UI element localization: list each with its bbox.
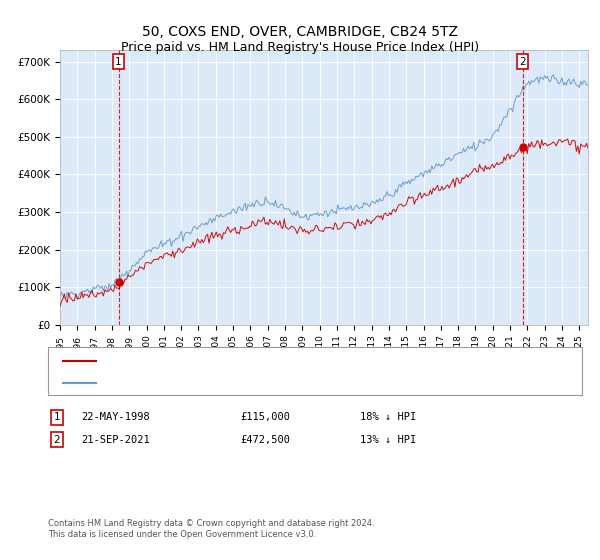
- Text: 13% ↓ HPI: 13% ↓ HPI: [360, 435, 416, 445]
- Text: 2: 2: [519, 57, 526, 67]
- Text: £472,500: £472,500: [240, 435, 290, 445]
- Text: 21-SEP-2021: 21-SEP-2021: [81, 435, 150, 445]
- Text: 50, COXS END, OVER, CAMBRIDGE, CB24 5TZ: 50, COXS END, OVER, CAMBRIDGE, CB24 5TZ: [142, 25, 458, 39]
- Text: 1: 1: [53, 412, 61, 422]
- Text: 50, COXS END, OVER, CAMBRIDGE, CB24 5TZ (detached house): 50, COXS END, OVER, CAMBRIDGE, CB24 5TZ …: [102, 356, 414, 366]
- Text: 18% ↓ HPI: 18% ↓ HPI: [360, 412, 416, 422]
- Text: £115,000: £115,000: [240, 412, 290, 422]
- Text: 1: 1: [115, 57, 122, 67]
- Text: Contains HM Land Registry data © Crown copyright and database right 2024.
This d: Contains HM Land Registry data © Crown c…: [48, 520, 374, 539]
- Text: HPI: Average price, detached house, South Cambridgeshire: HPI: Average price, detached house, Sout…: [102, 378, 392, 388]
- Text: 22-MAY-1998: 22-MAY-1998: [81, 412, 150, 422]
- Text: 2: 2: [53, 435, 61, 445]
- Text: Price paid vs. HM Land Registry's House Price Index (HPI): Price paid vs. HM Land Registry's House …: [121, 41, 479, 54]
